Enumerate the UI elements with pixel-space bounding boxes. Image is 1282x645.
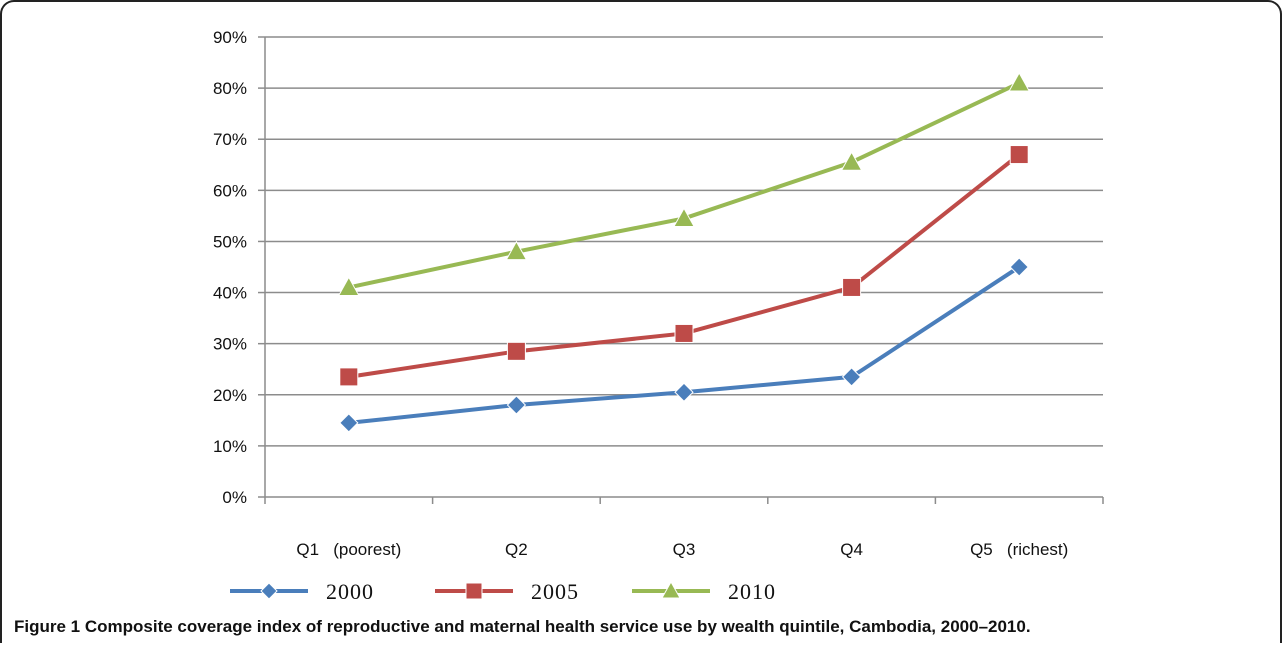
axes [258, 36, 1104, 504]
x-tick-label: Q4 [840, 540, 863, 559]
series-markers [337, 71, 1031, 433]
legend-label-2000: 2000 [326, 579, 374, 604]
figure-caption-text: Composite coverage index of reproductive… [84, 617, 1031, 636]
data-point-2010-1 [337, 276, 360, 296]
data-point-2005-4 [842, 277, 862, 297]
x-tick-label: Q1 (poorest) [296, 540, 401, 559]
legend-marker-2005 [465, 582, 483, 600]
data-point-2000-3 [674, 382, 694, 402]
data-point-2010-2 [505, 240, 528, 261]
figure-label: Figure 1 [14, 617, 81, 636]
data-point-2000-1 [339, 413, 359, 433]
x-tick-label: Q2 [505, 540, 528, 559]
data-point-2010-4 [840, 151, 863, 171]
legend-label-2010: 2010 [728, 579, 776, 604]
y-tick-label: 90% [213, 28, 247, 47]
x-tick-label: Q5 (richest) [970, 540, 1068, 559]
grid-lines [265, 36, 1103, 447]
legend-marker-2010 [661, 580, 681, 599]
y-tick-label: 40% [213, 284, 247, 303]
data-point-2000-4 [841, 367, 862, 387]
data-point-2005-2 [506, 341, 526, 361]
legend-marker-2000 [260, 582, 278, 600]
y-tick-label: 20% [213, 386, 247, 405]
y-tick-label: 70% [213, 130, 247, 149]
data-point-2005-5 [1009, 145, 1029, 165]
y-tick-label: 60% [213, 181, 247, 200]
data-point-2010-3 [673, 207, 695, 227]
series-line-2010 [348, 81, 1021, 290]
y-tick-label: 30% [213, 335, 247, 354]
y-tick-labels: 0% 10% 20% 30% 40% 50% 60% 70% 80% 90% [213, 28, 247, 507]
data-point-2000-5 [1009, 257, 1029, 277]
y-tick-label: 10% [213, 437, 247, 456]
series-lines [348, 81, 1021, 425]
data-point-2005-3 [674, 323, 694, 343]
legend-label-2005: 2005 [531, 579, 579, 604]
x-tick-labels: Q1 (poorest) Q2 Q3 Q4 Q5 (richest) [296, 540, 1068, 559]
y-tick-label: 0% [222, 488, 247, 507]
data-point-2005-1 [339, 367, 359, 387]
y-tick-label: 50% [213, 232, 247, 251]
data-point-2010-5 [1008, 71, 1031, 92]
data-point-2000-2 [506, 395, 527, 415]
y-tick-label: 80% [213, 79, 247, 98]
legend: 2000 2005 2010 [230, 579, 776, 604]
x-tick-label: Q3 [673, 540, 696, 559]
figure-caption: Figure 1 Composite coverage index of rep… [14, 617, 1031, 637]
